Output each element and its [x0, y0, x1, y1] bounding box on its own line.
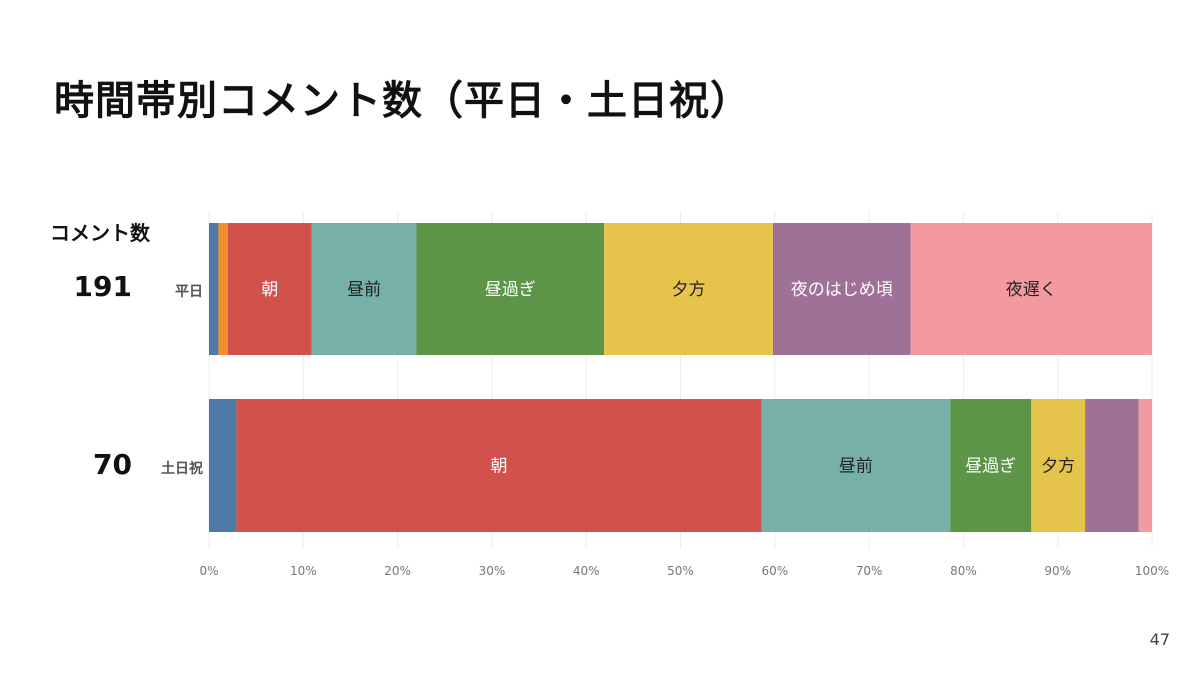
- segment-label: 夕方: [1041, 457, 1075, 477]
- x-axis-ticks: 0% 10% 20% 30% 40% 50% 60% 70% 80% 90% 100%: [199, 564, 1169, 578]
- row-label-weekend: 土日祝: [161, 461, 203, 477]
- x-tick-label: 100%: [1135, 564, 1169, 578]
- segment-labels: 朝昼前 昼過ぎ 夕方 夜のはじめ頃 夜遅く朝 昼前 昼過ぎ 夕方: [261, 280, 1075, 477]
- x-tick-label: 70%: [856, 564, 883, 578]
- segment-label: 夜遅く: [1006, 280, 1057, 300]
- row-count-weekday: 191: [73, 270, 132, 303]
- x-tick-label: 20%: [384, 564, 411, 578]
- bar-segment: [772, 223, 911, 355]
- count-column-header: コメント数: [50, 221, 150, 245]
- bar-segment: [311, 223, 417, 355]
- segment-label: 昼過ぎ: [485, 280, 536, 300]
- bar-segment: [1138, 399, 1152, 532]
- x-tick-label: 80%: [950, 564, 977, 578]
- bar-segments: [209, 223, 1152, 532]
- segment-label: 夜のはじめ頃: [791, 280, 893, 300]
- bar-segment: [761, 399, 951, 532]
- bar-segment: [1085, 399, 1139, 532]
- row-count-weekend: 70: [93, 448, 132, 481]
- bar-segment: [227, 223, 312, 355]
- bar-segment: [218, 223, 228, 355]
- bar-segment: [236, 399, 762, 532]
- page-title: 時間帯別コメント数（平日・土日祝）: [54, 78, 751, 124]
- bar-segment: [1031, 399, 1086, 532]
- x-tick-label: 0%: [199, 564, 218, 578]
- segment-label: 昼前: [347, 280, 381, 300]
- bar-segment: [416, 223, 605, 355]
- x-tick-label: 30%: [479, 564, 506, 578]
- segment-label: 朝: [261, 280, 278, 300]
- segment-label: 昼過ぎ: [965, 457, 1016, 477]
- row-label-weekday: 平日: [175, 284, 203, 300]
- bar-segment: [209, 399, 237, 532]
- segment-label: 昼前: [839, 457, 873, 477]
- segment-label: 夕方: [672, 280, 706, 300]
- x-tick-label: 40%: [573, 564, 600, 578]
- x-tick-label: 90%: [1044, 564, 1071, 578]
- bar-segment: [209, 223, 219, 355]
- page-number: 47: [1149, 630, 1170, 649]
- bar-segment: [910, 223, 1152, 355]
- segment-label: 朝: [490, 457, 507, 477]
- x-tick-label: 50%: [667, 564, 694, 578]
- x-tick-label: 60%: [761, 564, 788, 578]
- bar-segment: [950, 399, 1032, 532]
- x-tick-label: 10%: [290, 564, 317, 578]
- bar-segment: [604, 223, 773, 355]
